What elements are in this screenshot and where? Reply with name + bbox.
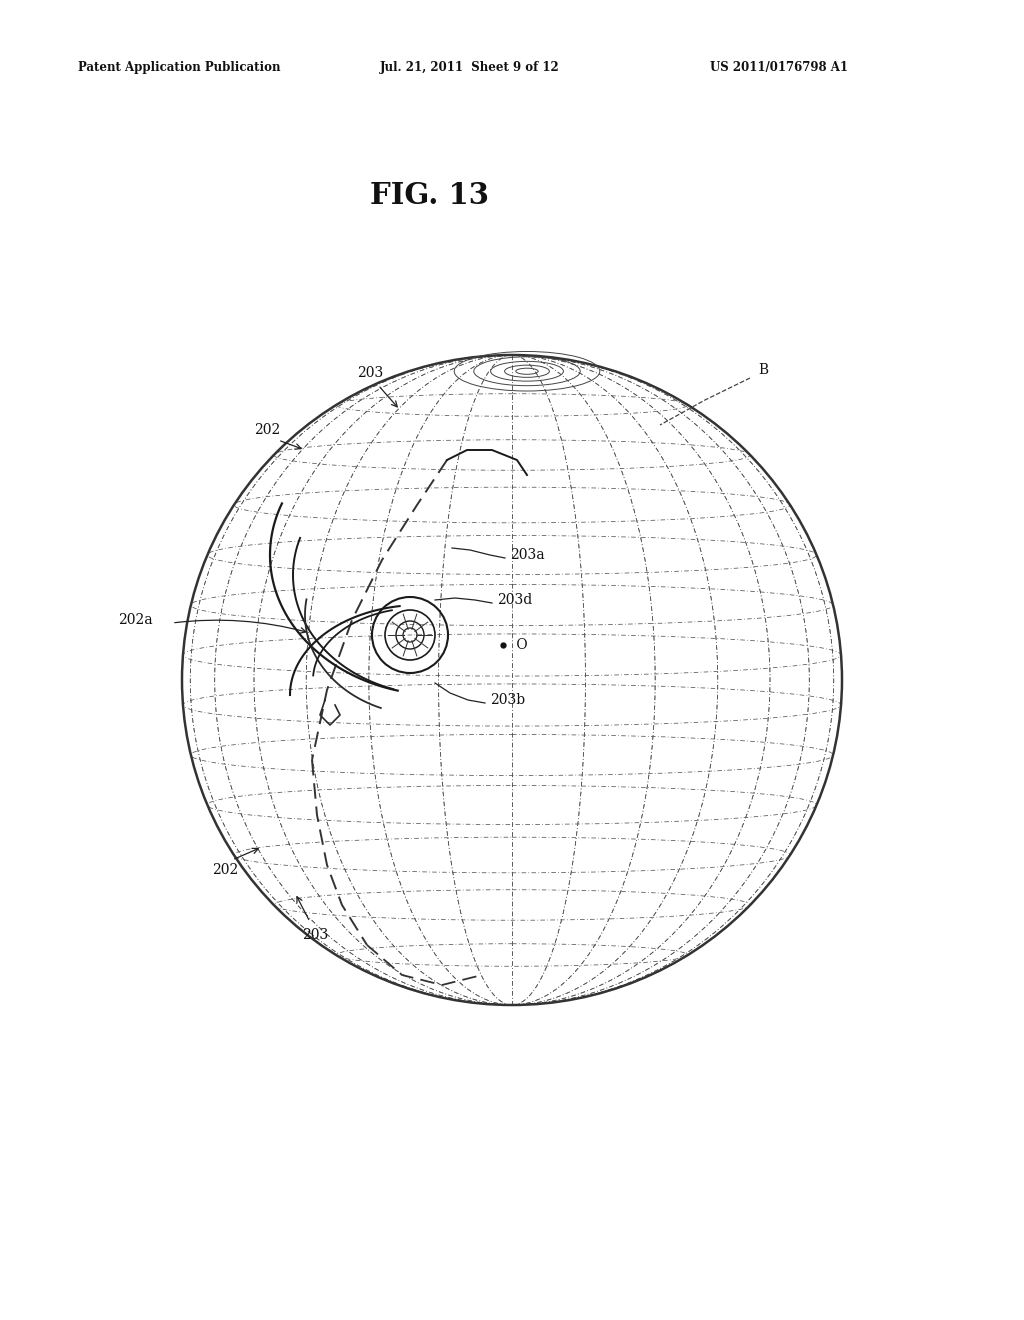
Text: 202a: 202a (118, 612, 153, 627)
Text: 203d: 203d (497, 593, 532, 607)
Text: 202: 202 (212, 863, 239, 876)
Text: FIG. 13: FIG. 13 (371, 181, 489, 210)
Text: 203: 203 (357, 366, 383, 380)
Text: B: B (758, 363, 768, 378)
Text: 203a: 203a (510, 548, 545, 562)
Text: 202: 202 (254, 422, 281, 437)
Text: O: O (512, 638, 527, 652)
Text: Patent Application Publication: Patent Application Publication (78, 62, 281, 74)
Text: 203: 203 (302, 928, 328, 942)
Text: Jul. 21, 2011  Sheet 9 of 12: Jul. 21, 2011 Sheet 9 of 12 (380, 62, 560, 74)
Text: US 2011/0176798 A1: US 2011/0176798 A1 (710, 62, 848, 74)
Text: 203b: 203b (490, 693, 525, 708)
